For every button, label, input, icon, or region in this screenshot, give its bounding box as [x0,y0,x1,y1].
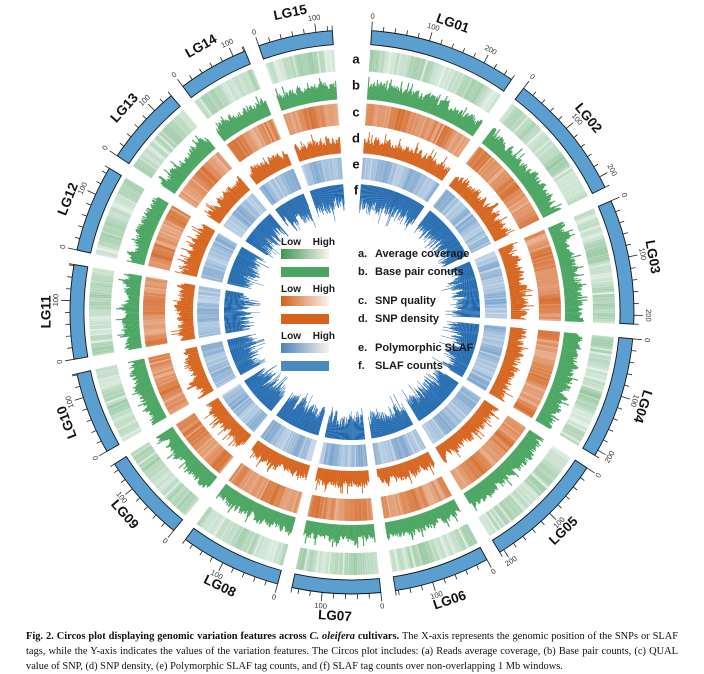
legend-label-a: Average coverage [375,248,469,260]
legend-letter-d: d. [358,313,375,325]
track-letter-e: e [352,156,359,171]
svg-text:0: 0 [58,244,68,250]
legend-label-e: Polymorphic SLAF [375,342,473,354]
svg-text:0: 0 [593,471,603,479]
svg-text:0: 0 [161,536,170,546]
lg-label-LG15: LG15 [272,2,309,24]
legend-swatch-b [281,267,329,277]
legend-label-f: SLAF counts [375,360,443,372]
legend-letter-a: a. [358,248,375,260]
track-letter-a: a [352,51,360,66]
lg-label-LG01: LG01 [434,10,471,35]
svg-text:100: 100 [307,13,321,24]
svg-text:0: 0 [380,601,385,610]
ideogram-LG11 [70,265,88,360]
track-letter-b: b [352,77,360,92]
svg-text:0: 0 [643,338,652,343]
legend-swatch-e [281,343,329,353]
lg-label-LG07: LG07 [318,607,353,622]
legend: Low High a. Average coverage b. Base pai… [281,238,473,379]
figure-caption: Fig. 2. Circos plot displaying genomic v… [0,622,704,674]
caption-title-end: cultivars. [358,631,399,642]
caption-title: Circos plot displaying genomic variation… [57,631,307,642]
legend-label-c: SNP quality [375,295,436,307]
legend-low-label: Low [281,238,301,248]
legend-swatch-a [281,249,329,259]
legend-high-label: High [313,285,335,295]
lg-label-LG03: LG03 [642,239,663,275]
caption-label: Fig. 2. [26,631,54,642]
legend-row-d: d. SNP density [281,314,473,324]
legend-letter-e: e. [358,342,375,354]
legend-swatch-d [281,314,329,324]
svg-text:0: 0 [170,70,179,80]
svg-text:200: 200 [603,449,617,464]
legend-swatch-c [281,296,329,306]
legend-row-a: a. Average coverage [281,249,473,259]
svg-text:0: 0 [55,359,65,365]
lg-label-LG14: LG14 [183,31,220,61]
legend-scale-header-c: Low High [281,285,335,295]
lg-label-LG12: LG12 [55,181,81,218]
svg-text:200: 200 [644,309,653,322]
legend-row-e: e. Polymorphic SLAF [281,343,473,353]
svg-text:0: 0 [620,191,630,198]
svg-text:0: 0 [271,592,277,602]
legend-letter-b: b. [358,266,375,278]
svg-text:200: 200 [483,43,498,57]
legend-row-f: f. SLAF counts [281,361,473,371]
track-letter-f: f [354,182,359,197]
svg-text:200: 200 [503,554,518,568]
track-letter-c: c [352,104,359,119]
legend-scale-header-a: Low High [281,238,335,248]
svg-text:0: 0 [370,12,375,21]
svg-text:0: 0 [90,454,100,462]
legend-row-b: b. Base pair conuts [281,267,473,277]
svg-text:200: 200 [605,162,619,177]
svg-text:0: 0 [251,27,258,37]
svg-text:0: 0 [100,144,110,152]
legend-row-c: c. SNP quality [281,296,473,306]
legend-high-label: High [313,238,335,248]
legend-label-b: Base pair conuts [375,266,464,278]
svg-text:0: 0 [528,72,537,82]
legend-low-label: Low [281,332,301,342]
legend-label-d: SNP density [375,313,439,325]
legend-letter-c: c. [358,295,375,307]
legend-low-label: Low [281,285,301,295]
track-letter-d: d [352,130,360,145]
lg-label-LG11: LG11 [39,295,54,329]
legend-scale-header-e: Low High [281,332,335,342]
lg-label-LG09: LG09 [108,497,142,532]
caption-species: C. oleifera [310,631,355,642]
svg-text:100: 100 [220,36,235,49]
svg-text:0: 0 [489,566,497,576]
legend-swatch-f [281,361,329,371]
lg-label-LG13: LG13 [107,90,141,126]
ideogram-LG07 [292,574,381,594]
legend-letter-f: f. [358,360,375,372]
lg-label-LG10: LG10 [54,404,80,441]
legend-high-label: High [313,332,335,342]
